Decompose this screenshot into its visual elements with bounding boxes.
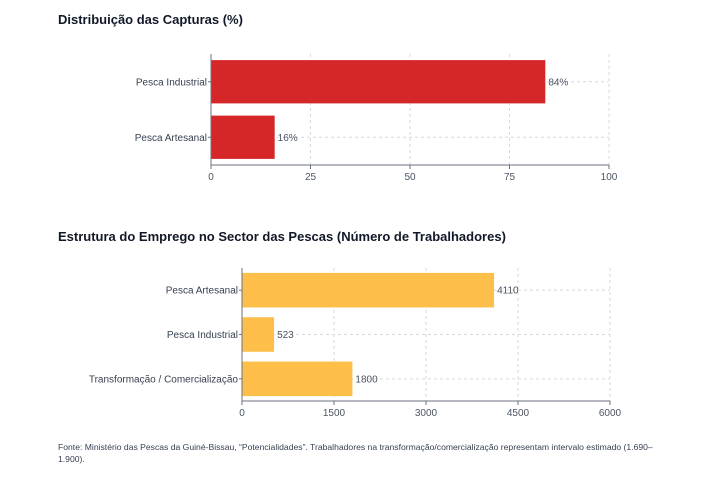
x-tick-label: 3000 [415,408,438,419]
x-tick-label: 100 [601,172,618,183]
chart-title-capturas: Distribuição das Capturas (%) [58,12,243,27]
bar [242,272,495,308]
category-label: Pesca Artesanal [166,286,238,297]
category-label: Pesca Industrial [167,330,238,341]
x-tick-label: 75 [504,172,516,183]
bar [242,317,275,352]
chart-title-emprego: Estrutura do Emprego no Sector das Pesca… [58,229,506,244]
emprego-bar-chart: 4110 Pesca Artesanal 523 Pesca Industrial 18… [89,268,622,419]
x-tick-label: 0 [208,172,214,183]
x-tick-label: 1500 [323,408,346,419]
x-tick-label: 50 [404,172,416,183]
bar-value-label: 4110 [497,286,519,297]
category-label: Pesca Artesanal [135,133,207,144]
bar-value-label: 523 [277,330,294,341]
category-label: Transformação / Comercialização [89,374,239,385]
bar-value-label: 1800 [355,374,378,385]
x-tick-label: 6000 [599,408,622,419]
bar [242,361,353,397]
bar-value-label: 84% [548,77,568,88]
source-footnote: Fonte: Ministério das Pescas da Guiné-Bi… [58,442,653,464]
bar [211,60,546,104]
bar-value-label: 16% [278,133,298,144]
category-label: Pesca Industrial [136,77,207,88]
x-tick-label: 0 [239,408,245,419]
bar [211,115,275,159]
x-tick-label: 4500 [507,408,530,419]
capturas-bar-chart: 84% Pesca Industrial 16% Pesca Artesanal 0 25… [135,54,618,183]
x-tick-label: 25 [305,172,317,183]
